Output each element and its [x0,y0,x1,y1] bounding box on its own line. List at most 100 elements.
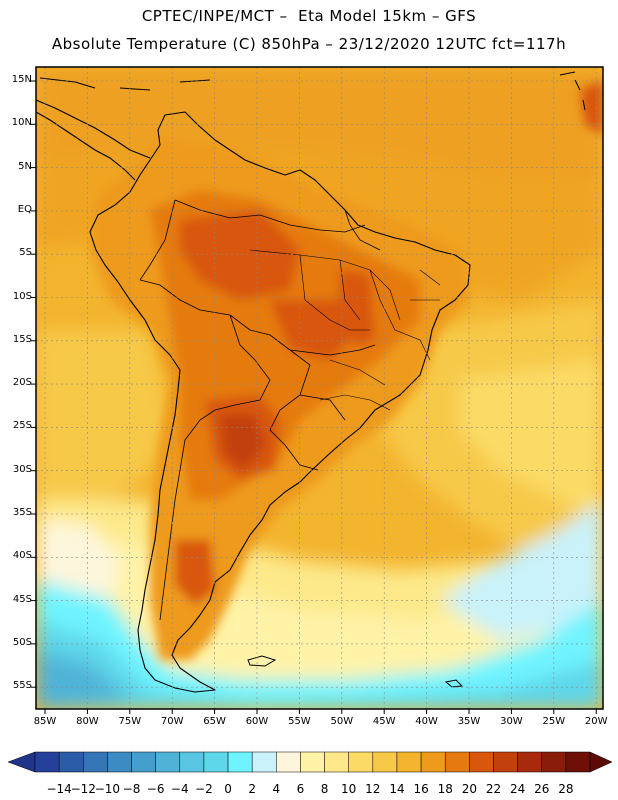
lat-label: 20S [12,377,32,389]
colorbar-label: −10 [94,782,121,796]
colorbar-label: 0 [224,782,232,796]
colorbar-high-arrow [589,751,613,773]
lat-label: 45S [12,593,32,605]
lat-label: EQ [17,203,32,215]
lat-label: 10N [11,117,32,129]
colorbar-label: −6 [146,782,165,796]
central-america-coastline [36,99,151,181]
colorbar-swatch [155,751,181,773]
colorbar-swatch [541,751,567,773]
field-land-22-brazil [338,270,375,345]
lat-label: 10S [12,290,32,302]
lon-label: 65W [203,716,226,727]
falkland-islands [247,655,277,667]
colorbar-swatch [227,751,253,773]
lat-lon-grid [36,67,603,709]
lat-label: 50S [12,636,32,648]
colorbar-swatch [203,751,229,773]
lat-label: 55S [12,680,32,692]
colorbar-swatch [83,751,108,773]
caribbean-islands [39,71,586,111]
colorbar-swatch [300,751,325,773]
map-frame [35,66,604,710]
map-title-line-2: Absolute Temperature (C) 850hPa – 23/12/… [51,35,567,53]
colorbar-label: 4 [272,782,281,796]
lon-label: 55W [288,716,311,727]
lat-label: 15N [11,74,32,85]
colorbar-label: 14 [389,782,405,796]
lat-label: 25S [12,420,32,432]
colorbar-swatch [107,751,132,773]
colorbar-swatch [276,751,301,773]
country-borders [139,199,381,621]
field-land-22-north [180,210,300,300]
field-atlantic-12 [460,360,603,520]
colorbar-label: 28 [558,782,574,796]
south-georgia [444,679,464,688]
lat-label: 35S [12,507,32,518]
colorbar-swatch [469,751,494,773]
colorbar-swatch [34,751,60,773]
colorbar-label: 20 [461,782,477,796]
colorbar-swatch [565,751,591,773]
field-cold-4 [36,580,603,709]
field-cold-0 [36,650,130,709]
colorbar-low-arrow [7,751,36,773]
colorbar-swatch [372,751,398,773]
colorbar-label: 18 [437,782,453,796]
colorbar-label: 8 [320,782,329,796]
lon-label: 85W [33,716,57,727]
lon-label: 40W [415,716,438,727]
colorbar-label: 6 [296,782,305,796]
lon-label: 45W [372,716,396,727]
lat-label: 5N [18,160,32,172]
lon-label: 30W [500,716,523,727]
colorbar-label: 16 [413,782,429,796]
colorbar-label: −14 [46,782,72,796]
lat-label: 40S [12,550,32,562]
lat-label: 30S [12,463,32,475]
colorbar-swatch [493,751,518,773]
colorbar-label: −12 [70,782,96,796]
field-cold-left [36,520,120,600]
field-pacific-14 [36,330,170,510]
colorbar-label: 22 [485,782,502,796]
colorbar-label: −2 [195,782,213,796]
brazil-state-borders [249,249,441,411]
colorbar [7,751,613,773]
colorbar-label: 10 [341,782,357,796]
colorbar-swatch [58,751,84,773]
field-land-24-chaco [220,415,265,470]
colorbar-label: 2 [248,782,256,796]
colorbar-label: −8 [122,782,141,796]
axis-ticks [31,80,597,714]
field-caribbean-hotspot [580,80,603,135]
lon-label: 75W [118,716,142,727]
field-cold-right [440,500,603,640]
lon-label: 20W [584,716,608,727]
south-america-coastline [89,111,471,693]
field-land-22-central [270,300,360,360]
colorbar-swatch [348,751,374,773]
colorbar-swatch [444,751,470,773]
colorbar-swatch [517,751,542,773]
colorbar-label: 24 [509,782,526,796]
colorbar-label: 26 [534,782,550,796]
lon-label: 80W [76,716,99,727]
colorbar-label: 12 [365,782,381,796]
lon-label: 50W [330,716,354,727]
lon-label: 60W [245,716,269,727]
colorbar-swatch [251,751,277,773]
map-title-line-1: CPTEC/INPE/MCT – Eta Model 15km – GFS [141,7,477,25]
lon-label: 35W [457,716,481,727]
lat-label: 5S [19,247,32,259]
lon-label: 25W [542,716,566,727]
colorbar-label: −4 [170,782,189,796]
colorbar-swatch [179,751,205,773]
lon-label: 70W [160,716,184,727]
colorbar-swatch [324,751,349,773]
colorbar-swatch [396,751,422,773]
field-land-22-patagonia [175,540,215,605]
lat-label: 15S [12,333,32,345]
